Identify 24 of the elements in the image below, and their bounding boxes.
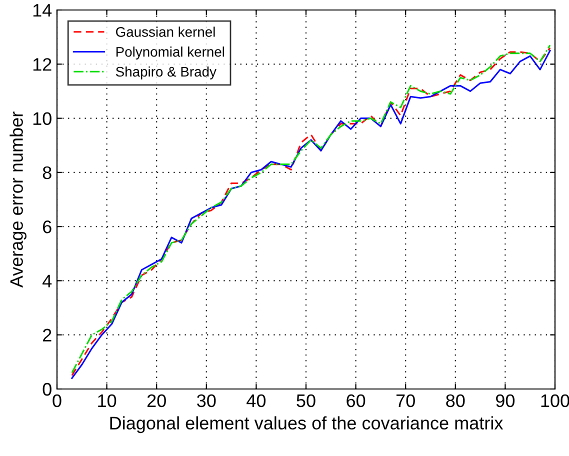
y-tick-label: 4	[42, 274, 52, 288]
legend-label: Shapiro & Brady	[116, 66, 216, 80]
x-tick-label: 60	[346, 394, 366, 408]
x-tick-label: 10	[98, 394, 116, 408]
y-tick-label: 14	[33, 4, 52, 17]
y-tick-label: 6	[43, 220, 52, 234]
x-tick-label: 40	[246, 394, 266, 408]
x-tick-label: 70	[396, 394, 415, 408]
legend-label: Polynomial kernel	[116, 46, 224, 60]
x-tick-label: 0	[52, 394, 62, 408]
x-tick-label: 100	[541, 394, 569, 408]
x-axis-title: Diagonal element values of the covariance matrix	[110, 416, 504, 434]
x-tick-label: 50	[296, 394, 316, 408]
y-tick-label: 12	[33, 58, 52, 71]
x-tick-label: 80	[446, 394, 465, 408]
legend-label: Gaussian kernel	[116, 26, 215, 37]
y-tick-label: 10	[33, 112, 52, 126]
y-tick-label: 8	[42, 166, 52, 180]
x-tick-label: 30	[197, 394, 216, 408]
x-tick-label: 20	[147, 394, 166, 408]
x-tick-label: 90	[496, 394, 515, 408]
y-tick-label: 2	[43, 328, 52, 342]
y-tick-label: 0	[42, 382, 52, 396]
y-axis-title: Average error number	[10, 112, 26, 288]
